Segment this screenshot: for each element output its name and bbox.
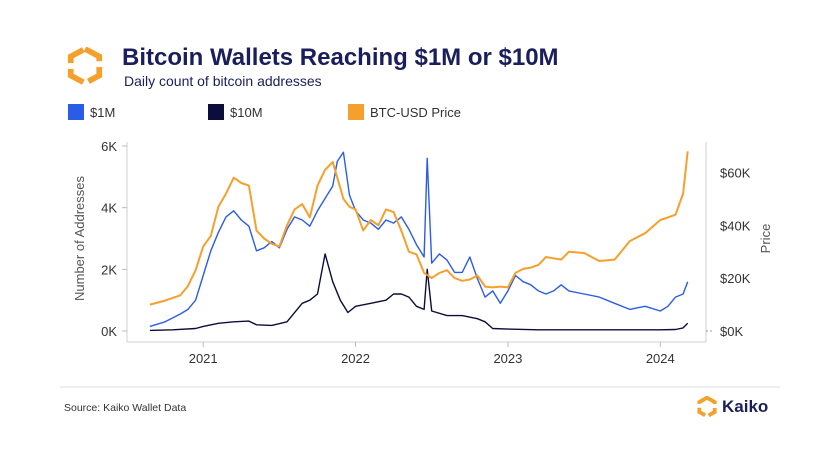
- x-tick-label: 2024: [646, 351, 675, 366]
- chart-subtitle: Daily count of bitcoin addresses: [124, 73, 322, 89]
- y-tick-label: 4K: [101, 201, 117, 216]
- brand-name: Kaiko: [722, 397, 769, 416]
- kaiko-hexagon-logo-icon: [67, 47, 103, 85]
- brand-logo: Kaiko: [696, 396, 768, 418]
- chart-series: [149, 151, 689, 332]
- y2-tick-label: $40K: [720, 218, 751, 233]
- x-tick-label: 2021: [189, 351, 218, 366]
- legend-label-price: BTC-USD Price: [370, 104, 462, 120]
- y-axis-title: Number of Addresses: [72, 176, 87, 302]
- y2-tick-label: $60K: [720, 165, 751, 180]
- chart-title: Bitcoin Wallets Reaching $1M or $10M: [122, 44, 559, 71]
- legend-item-price: BTC-USD Price: [348, 104, 461, 120]
- x-tick-label: 2022: [341, 351, 370, 366]
- legend-item-1m: $1M: [68, 104, 208, 120]
- chart-axes: [60, 142, 780, 388]
- x-tick-label: 2023: [493, 351, 522, 366]
- y-tick-label: 0K: [101, 324, 117, 339]
- y-tick-label: 6K: [101, 139, 117, 154]
- y-tick-label: 2K: [101, 262, 117, 277]
- kaiko-small-logo-icon: [697, 396, 717, 418]
- y2-tick-label: $0K: [720, 324, 743, 339]
- series-line-1m: [149, 151, 689, 328]
- legend-label-10m: $10M: [230, 104, 263, 120]
- y2-axis-title: Price: [758, 224, 773, 254]
- y2-tick-label: $20K: [720, 271, 751, 286]
- legend-swatch-10m: [208, 104, 224, 120]
- legend-label-1m: $1M: [90, 104, 116, 120]
- series-line-10m: [149, 253, 689, 332]
- chart-labels: 0K 2K 4K 6K $0K $20K $40K $60K 2021 2022 2023 2024 N…: [72, 139, 773, 366]
- legend-item-10m: $10M: [208, 104, 348, 120]
- source-note: Source: Kaiko Wallet Data: [64, 402, 187, 414]
- chart-legend: $1M $10M BTC-USD Price: [68, 104, 461, 120]
- series-line-price: [149, 151, 689, 306]
- legend-swatch-price: [348, 104, 364, 120]
- legend-swatch-1m: [68, 104, 84, 120]
